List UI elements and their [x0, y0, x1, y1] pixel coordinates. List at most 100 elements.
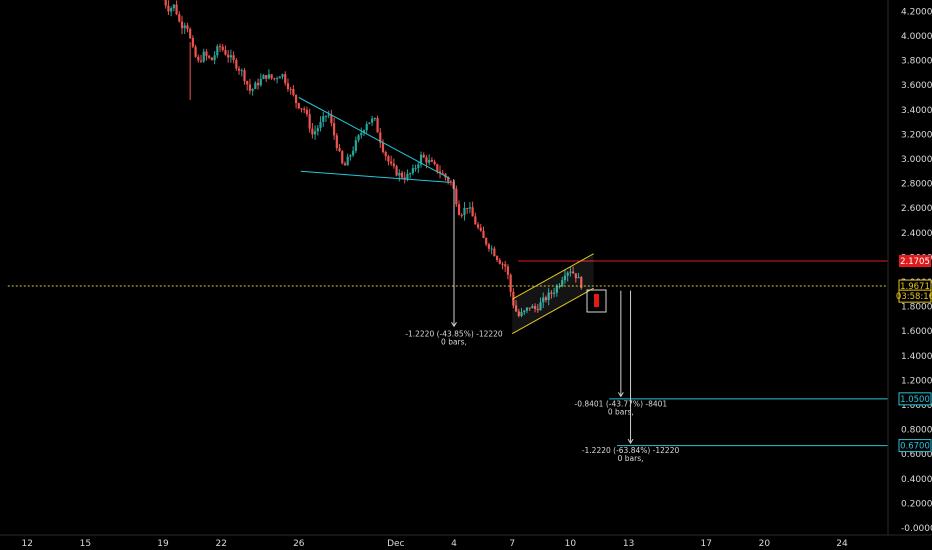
candle-body — [365, 123, 368, 131]
channel-upper-trendline[interactable] — [511, 253, 594, 300]
candle-body — [335, 135, 338, 149]
candle-body — [438, 171, 442, 174]
candle-body — [485, 238, 488, 245]
candle-body — [542, 297, 545, 303]
price-tick-label: 3.8000 — [901, 57, 932, 67]
candle-body — [490, 248, 493, 250]
candle-body — [417, 164, 420, 169]
candle-body — [322, 116, 325, 122]
candle-body — [487, 244, 491, 249]
badge-resistance-box — [899, 255, 931, 268]
candle-body — [574, 273, 577, 279]
candle-body — [550, 292, 553, 294]
candle-body — [183, 25, 186, 29]
price-tick-label: -0.0000 — [901, 524, 932, 534]
candle-body — [170, 8, 173, 12]
candle-body — [189, 28, 192, 39]
measure-flag-1-label: -0.8401 (-43.77%) -8401 — [575, 399, 668, 408]
price-tick-label: 1.8000 — [901, 303, 932, 313]
candle-body — [379, 132, 382, 143]
candle-body — [164, 0, 167, 6]
price-tick-label: 2.8000 — [901, 180, 932, 190]
candle-body — [468, 207, 472, 209]
badge-target-2-text: 0.6700 — [900, 442, 930, 452]
candle-body — [248, 84, 252, 91]
time-tick-label: 15 — [80, 539, 91, 549]
candle-body — [349, 155, 352, 157]
candle-body — [580, 277, 583, 288]
measure-flag-2-sublabel: 0 bars, — [618, 454, 644, 463]
candle-body — [371, 118, 374, 123]
candle-body — [430, 159, 433, 162]
candle-body — [202, 51, 205, 62]
candle-body — [273, 78, 276, 80]
candle-body — [455, 188, 458, 205]
candle-body — [267, 74, 271, 79]
candle-body — [262, 75, 265, 79]
candle-body — [256, 82, 260, 86]
candle-body — [409, 173, 412, 175]
candle-body — [398, 172, 401, 176]
candle-body — [208, 55, 211, 58]
candle-body — [357, 135, 360, 141]
measure-flag-2-arrowhead — [627, 438, 634, 445]
candle-body — [232, 55, 235, 60]
candle-body — [352, 150, 355, 156]
candle-body — [213, 55, 216, 61]
candle-body — [471, 207, 474, 217]
price-tick-label: 2.4000 — [901, 229, 932, 239]
candle-body — [294, 94, 298, 104]
candle-body — [278, 76, 281, 79]
candle-body — [547, 292, 550, 300]
candle-body — [354, 140, 357, 151]
candle-body — [327, 114, 330, 116]
candle-body — [197, 56, 200, 61]
price-tick-label: 0.2000 — [901, 499, 932, 509]
candle-body — [428, 159, 431, 163]
time-tick-label: 17 — [700, 539, 711, 549]
candle-body — [368, 122, 371, 124]
candle-body — [259, 78, 262, 86]
candle-body — [449, 181, 452, 183]
badge-resistance-text: 2.1705 — [900, 257, 930, 267]
badge-target-2-box — [898, 439, 932, 453]
measure-flag-1-arrowhead — [617, 392, 624, 398]
candle-body — [504, 264, 507, 267]
candle-body — [561, 280, 564, 286]
channel-lower-trendline[interactable] — [511, 287, 594, 335]
candle-body — [569, 271, 572, 273]
channel-fill — [512, 253, 594, 334]
sell-marker-bar — [594, 294, 599, 307]
sell-signal-marker[interactable] — [586, 289, 607, 313]
price-tick-label: 1.6000 — [901, 327, 932, 337]
price-tick-label: 0.8000 — [901, 426, 932, 436]
time-axis[interactable]: 12 15 19 22 26 Dec 4 7 10 13 17 20 24 — [21, 539, 848, 549]
time-tick-label: Dec — [387, 539, 404, 549]
candle-body — [493, 248, 496, 257]
candle-body — [172, 4, 175, 9]
time-tick-label: 24 — [836, 539, 848, 549]
candle-body — [525, 307, 529, 311]
candle-body — [436, 164, 439, 172]
measure-wedge-label: -1.2220 (-43.85%) -12220 — [405, 329, 503, 338]
drawings-layer[interactable] — [7, 97, 888, 447]
candle-body — [447, 177, 450, 182]
sell-marker-frame — [586, 289, 607, 313]
time-tick-label: 22 — [215, 539, 226, 549]
candle-body — [265, 75, 268, 79]
candle-body — [316, 128, 319, 132]
candle-body — [509, 274, 512, 292]
candle-body — [466, 207, 469, 209]
time-tick-label: 10 — [565, 539, 577, 549]
candle-body — [523, 310, 526, 313]
wedge-lower-trendline[interactable] — [300, 170, 451, 183]
time-tick-label: 19 — [157, 539, 169, 549]
candle-body — [178, 14, 181, 22]
badge-current-text: 1.9671 — [900, 282, 930, 292]
candle-body — [555, 286, 558, 293]
candle-body — [495, 256, 499, 261]
wedge-upper-trendline[interactable] — [298, 97, 451, 180]
measurements-layer: -1.2220 (-43.85%) -12220 0 bars, -0.8401 (… — [405, 179, 679, 463]
